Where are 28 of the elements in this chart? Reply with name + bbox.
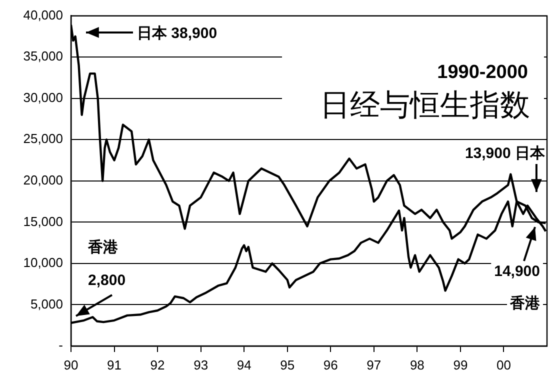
text: 日经与恒生指数	[320, 89, 530, 122]
x-tick-label: 91	[107, 357, 122, 372]
y-tick-label: 35,000	[23, 48, 63, 64]
x-tick-label: 98	[410, 357, 424, 372]
y-tick-label: 15,000	[23, 214, 63, 229]
annotation: 14,900	[494, 263, 540, 280]
y-tick-label: 5,000	[30, 296, 63, 312]
annotation: 2,800	[88, 272, 126, 289]
text: 1990-2000	[437, 62, 528, 83]
x-tick-label: 93	[194, 357, 208, 372]
x-tick-label: 00	[496, 357, 511, 372]
y-tick-label: 10,000	[23, 255, 63, 270]
x-tick-label: 99	[453, 357, 468, 372]
x-tick-label: 92	[150, 357, 165, 372]
x-tick-label: 96	[323, 357, 338, 372]
annotation: 香港	[87, 239, 119, 256]
annotation: 13,900 日本	[464, 145, 546, 162]
y-tick-label: 40,000	[23, 7, 63, 22]
annotation: 日本 38,900	[137, 25, 218, 42]
annotation: 香港	[509, 295, 541, 312]
y-tick-label: 20,000	[23, 172, 63, 188]
y-tick-label: 30,000	[23, 90, 63, 105]
x-tick-label: 97	[366, 357, 382, 372]
x-tick-label: 95	[280, 357, 295, 372]
y-tick-label: -	[58, 338, 63, 353]
x-tick-label: 90	[64, 357, 78, 372]
x-tick-label: 94	[236, 357, 252, 372]
y-tick-label: 25,000	[23, 131, 63, 146]
